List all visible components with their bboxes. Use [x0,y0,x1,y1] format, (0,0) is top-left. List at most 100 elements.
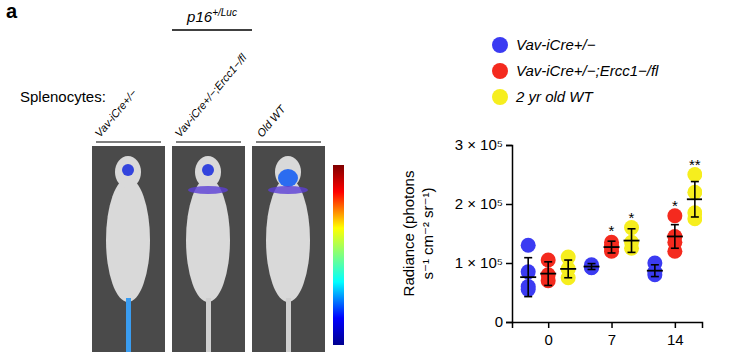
legend-marker [492,63,508,79]
y-axis: 0 1 × 10⁵ 2 × 10⁵ 3 × 10⁵ [455,136,513,330]
mean-line [647,270,663,272]
error-bar [687,182,702,217]
x-tick-mark [675,322,677,328]
error-bar-cap [628,252,636,254]
significance: * [672,197,678,214]
mean-line [540,273,556,275]
error-bar-cap [671,224,679,226]
mean-line [520,276,536,278]
y-tick-label: 2 × 10⁵ [455,195,503,212]
image-background [172,146,245,352]
group-label: p16+/Luc [186,7,237,25]
image-label: Vav-iCre+/−;Ercc1−/fl [172,51,249,139]
mouse-head [275,156,301,188]
y-tick-mark [506,263,512,265]
plot-marks [520,167,702,297]
x-tick-mark [611,322,613,328]
significance: ** [689,156,701,173]
x-tick: 7 [608,322,616,348]
x-axis-line [513,323,703,329]
error-bar-cap [524,257,532,259]
x-tick: 14 [667,322,684,348]
error-bar [604,241,620,253]
annotations: ***** [609,156,701,240]
y-axis-title: Radiance (photons [400,171,417,297]
y-tick-mark [506,145,512,147]
signal [202,164,214,176]
mean-line [687,198,702,200]
error-bar-cap [588,269,596,271]
mean-line [624,240,640,242]
mouse-body [186,178,230,302]
error-bar-cap [564,259,572,261]
mouse-image [92,146,165,352]
legend-label: Vav-iCre+/−;Ercc1−/fl [516,62,659,79]
mouse-tail [206,298,211,352]
error-bar-cap [608,240,616,242]
image-label-rule [176,142,241,143]
y-tick-mark [506,204,512,206]
y-axis-line [506,146,513,323]
mouse-body [266,178,310,302]
y-tick-label: 0 [495,313,503,330]
y-tick-mark [506,322,512,324]
mouse-image [252,146,325,352]
mouse-head [195,156,221,188]
signal-neck [268,186,308,194]
x-tick: 0 [545,322,553,348]
y-tick-label: 3 × 10⁵ [455,136,503,153]
error-bar-cap [671,247,679,249]
significance: * [629,209,635,226]
error-bar [540,262,556,286]
error-bar-cap [691,216,699,218]
series [540,208,683,288]
x-axis: 0 7 14 [513,322,703,348]
data-point [584,260,599,275]
data-point [584,260,599,275]
y-axis-title: s⁻¹ cm⁻² sr⁻¹) [419,187,436,279]
panel-label: a [6,0,18,22]
signal-neck [128,186,129,194]
x-tick-label: 14 [667,331,684,348]
x-tick-label: 7 [608,331,616,348]
mouse-body [106,178,150,302]
legend-marker [492,89,508,105]
error-bar-cap [651,264,659,266]
error-bar-cap [608,252,616,254]
image-background [252,146,325,352]
colorbar [333,165,344,345]
error-bar [560,260,576,278]
error-bar-cap [588,263,596,265]
error-bar-cap [544,261,552,263]
image-label-rule [256,142,321,143]
signal-neck [188,186,228,194]
y-tick: 3 × 10⁵ [455,136,512,153]
error-bar-cap [544,285,552,287]
y-tick-label: 1 × 10⁵ [455,254,503,271]
signal [122,164,134,176]
error-bar [520,258,536,297]
error-bar [624,229,640,253]
legend-label: 2 yr old WT [515,88,595,105]
image-background [92,146,165,352]
data-point [521,238,536,253]
group-label-superscript: +/Luc [212,7,237,18]
mouse-tail [286,298,291,352]
series [520,238,663,297]
signal [278,169,298,187]
group-label-text: p16 [186,8,213,25]
mean-line [560,268,576,270]
legend: Vav-iCre+/−Vav-iCre+/−;Ercc1−/fl2 yr old… [492,36,659,105]
image-label: Old WT [254,102,288,139]
mean-line [604,246,620,248]
error-bar-cap [564,277,572,279]
error-bar-cap [691,181,699,183]
mouse-tail [126,298,131,352]
error-bar [667,225,683,249]
y-tick: 1 × 10⁵ [455,254,512,271]
row-label: Splenocytes: [20,88,106,105]
mouse-image [172,146,245,352]
error-bar-cap [524,296,532,298]
x-tick-label: 0 [545,331,553,348]
image-label: Vav-iCre+/− [92,86,139,139]
